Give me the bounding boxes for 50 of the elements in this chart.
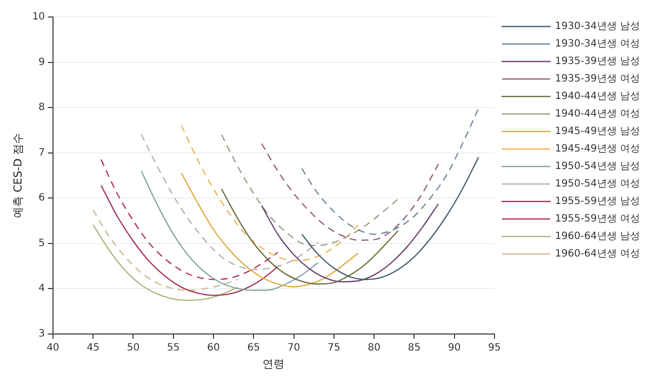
x-axis-title: 연령 bbox=[262, 357, 285, 370]
line-series bbox=[140, 134, 318, 270]
legend-label: 1955-59년생 여성 bbox=[555, 214, 640, 225]
legend-label: 1930-34년생 남성 bbox=[555, 21, 640, 32]
legend-label: 1955-59년생 남성 bbox=[555, 196, 640, 208]
legend-label: 1960-64년생 여성 bbox=[555, 248, 640, 260]
legend-label: 1950-54년생 여성 bbox=[555, 178, 640, 190]
line-series bbox=[92, 209, 238, 291]
y-axis-title: 예측 CES-D 점수 bbox=[11, 132, 24, 218]
line-series bbox=[100, 158, 278, 280]
line-series bbox=[140, 170, 318, 291]
x-tick-label: 80 bbox=[368, 342, 380, 354]
line-series bbox=[261, 143, 439, 241]
legend-label: 1935-39년생 여성 bbox=[555, 74, 640, 85]
y-tick-label: 4 bbox=[38, 283, 45, 294]
x-tick-label: 70 bbox=[287, 342, 300, 354]
line-series bbox=[92, 224, 238, 301]
legend-label: 1930-34년생 여성 bbox=[555, 38, 640, 50]
line-series bbox=[220, 188, 399, 285]
x-tick-label: 60 bbox=[207, 342, 220, 354]
x-tick-label: 65 bbox=[247, 342, 260, 354]
x-tick-label: 85 bbox=[408, 342, 421, 354]
y-tick-label: 9 bbox=[38, 56, 45, 68]
line-series bbox=[261, 203, 439, 282]
y-tick-label: 10 bbox=[32, 12, 45, 23]
x-tick-label: 75 bbox=[328, 342, 340, 354]
y-tick-label: 6 bbox=[38, 192, 45, 204]
y-tick-label: 3 bbox=[38, 328, 45, 340]
legend-label: 1935-39년생 남성 bbox=[555, 56, 640, 68]
legend-label: 1945-49년생 남성 bbox=[555, 126, 640, 138]
x-tick-label: 95 bbox=[488, 342, 501, 354]
x-tick-label: 40 bbox=[46, 342, 60, 354]
x-tick-label: 90 bbox=[448, 342, 461, 354]
x-tick-label: 55 bbox=[167, 342, 180, 354]
legend-label: 1940-44년생 여성 bbox=[555, 108, 640, 120]
line-series bbox=[180, 125, 359, 262]
legend-label: 1950-54년생 남성 bbox=[555, 161, 640, 172]
y-tick-label: 8 bbox=[38, 102, 45, 114]
line-series bbox=[100, 184, 278, 296]
legend-label: 1945-49년생 여성 bbox=[555, 144, 640, 155]
y-tick-label: 5 bbox=[38, 238, 45, 249]
y-tick-label: 7 bbox=[38, 147, 45, 158]
legend-label: 1940-44년생 남성 bbox=[555, 91, 640, 102]
line-series bbox=[301, 156, 480, 280]
legend-label: 1960-64년생 남성 bbox=[555, 231, 640, 242]
x-tick-label: 45 bbox=[86, 342, 100, 354]
line-series bbox=[220, 134, 399, 246]
line-series bbox=[301, 108, 480, 235]
line-series bbox=[180, 172, 359, 288]
x-tick-label: 50 bbox=[126, 342, 140, 354]
